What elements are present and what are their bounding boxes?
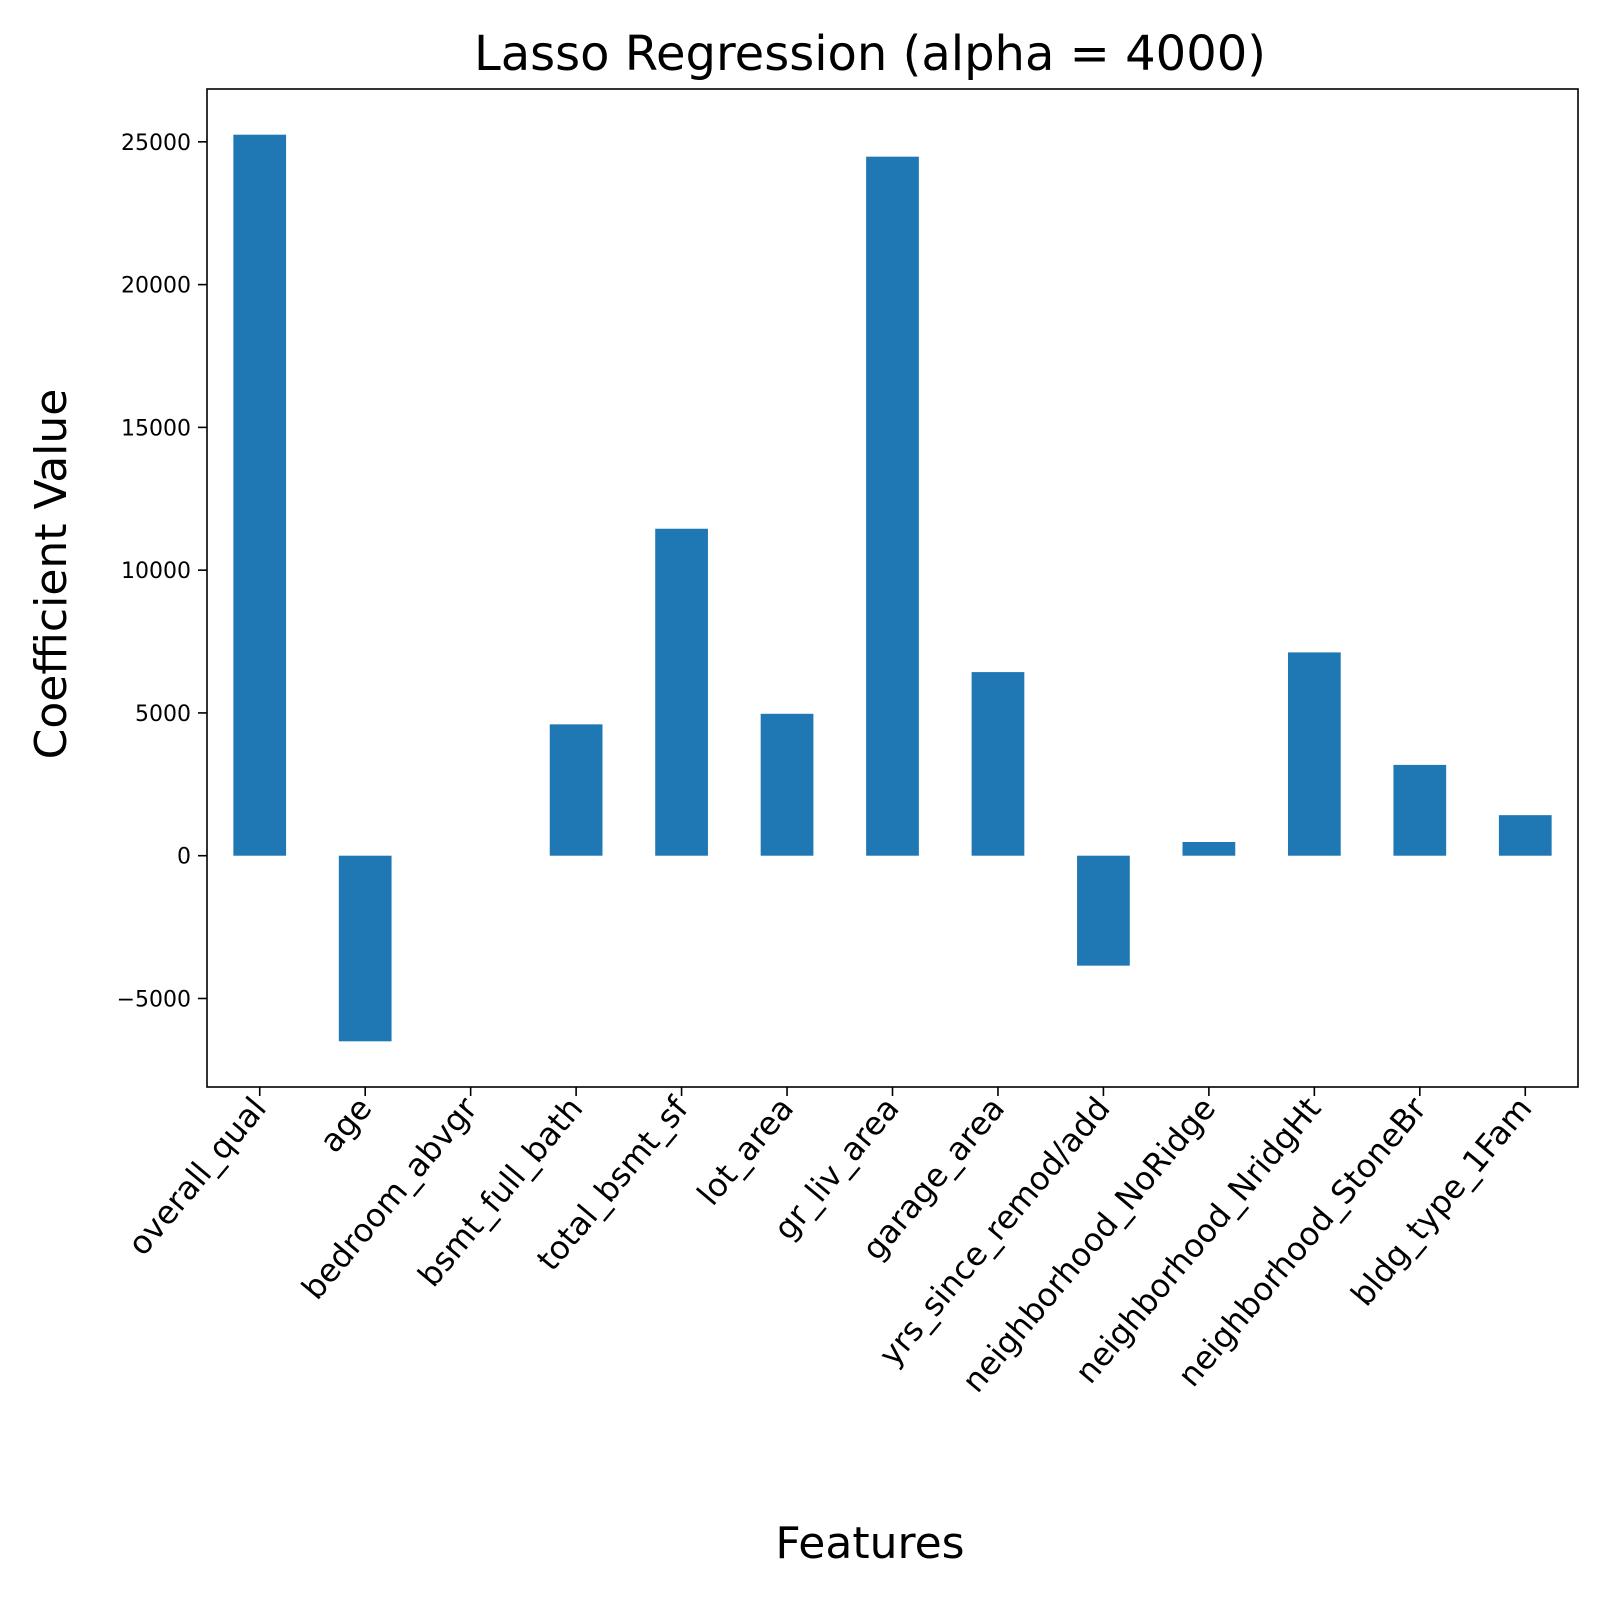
x-tick-label: lot_area [690,1090,802,1213]
y-tick-label: −5000 [117,987,191,1012]
bar [1498,815,1552,856]
y-tick-label: 10000 [121,559,191,584]
y-axis-ticks: −5000 0 5000 10000 15000 20000 25000 [117,131,207,1012]
y-tick-label: 0 [177,845,191,870]
x-tick-label: overall_qual [120,1090,274,1263]
y-tick-label: 15000 [121,416,191,441]
bars-group [233,134,1552,1042]
bar [338,855,392,1042]
bar [233,134,287,856]
x-axis-label: Features [775,1518,964,1569]
chart-title: Lasso Regression (alpha = 4000) [474,26,1266,82]
x-tick-label: age [312,1090,379,1160]
y-tick-label: 5000 [135,702,191,727]
y-axis-label: Coefficient Value [26,389,77,760]
y-tick-label: 20000 [121,274,191,299]
x-axis-ticks: overall_qual agebedroom_abvgrbsmt_full_ba… [120,1087,1539,1400]
y-tick-label: 25000 [121,131,191,156]
x-tick-label: bldg_type_1Fam [1343,1090,1539,1314]
bar [971,672,1025,856]
bar [549,724,603,856]
plot-area-frame [206,88,1579,1088]
bar [1393,764,1447,856]
bar [1287,652,1341,856]
bar [760,713,814,856]
bar [655,528,708,856]
bar [866,156,919,856]
bar [1182,841,1236,856]
bar [1077,855,1130,966]
